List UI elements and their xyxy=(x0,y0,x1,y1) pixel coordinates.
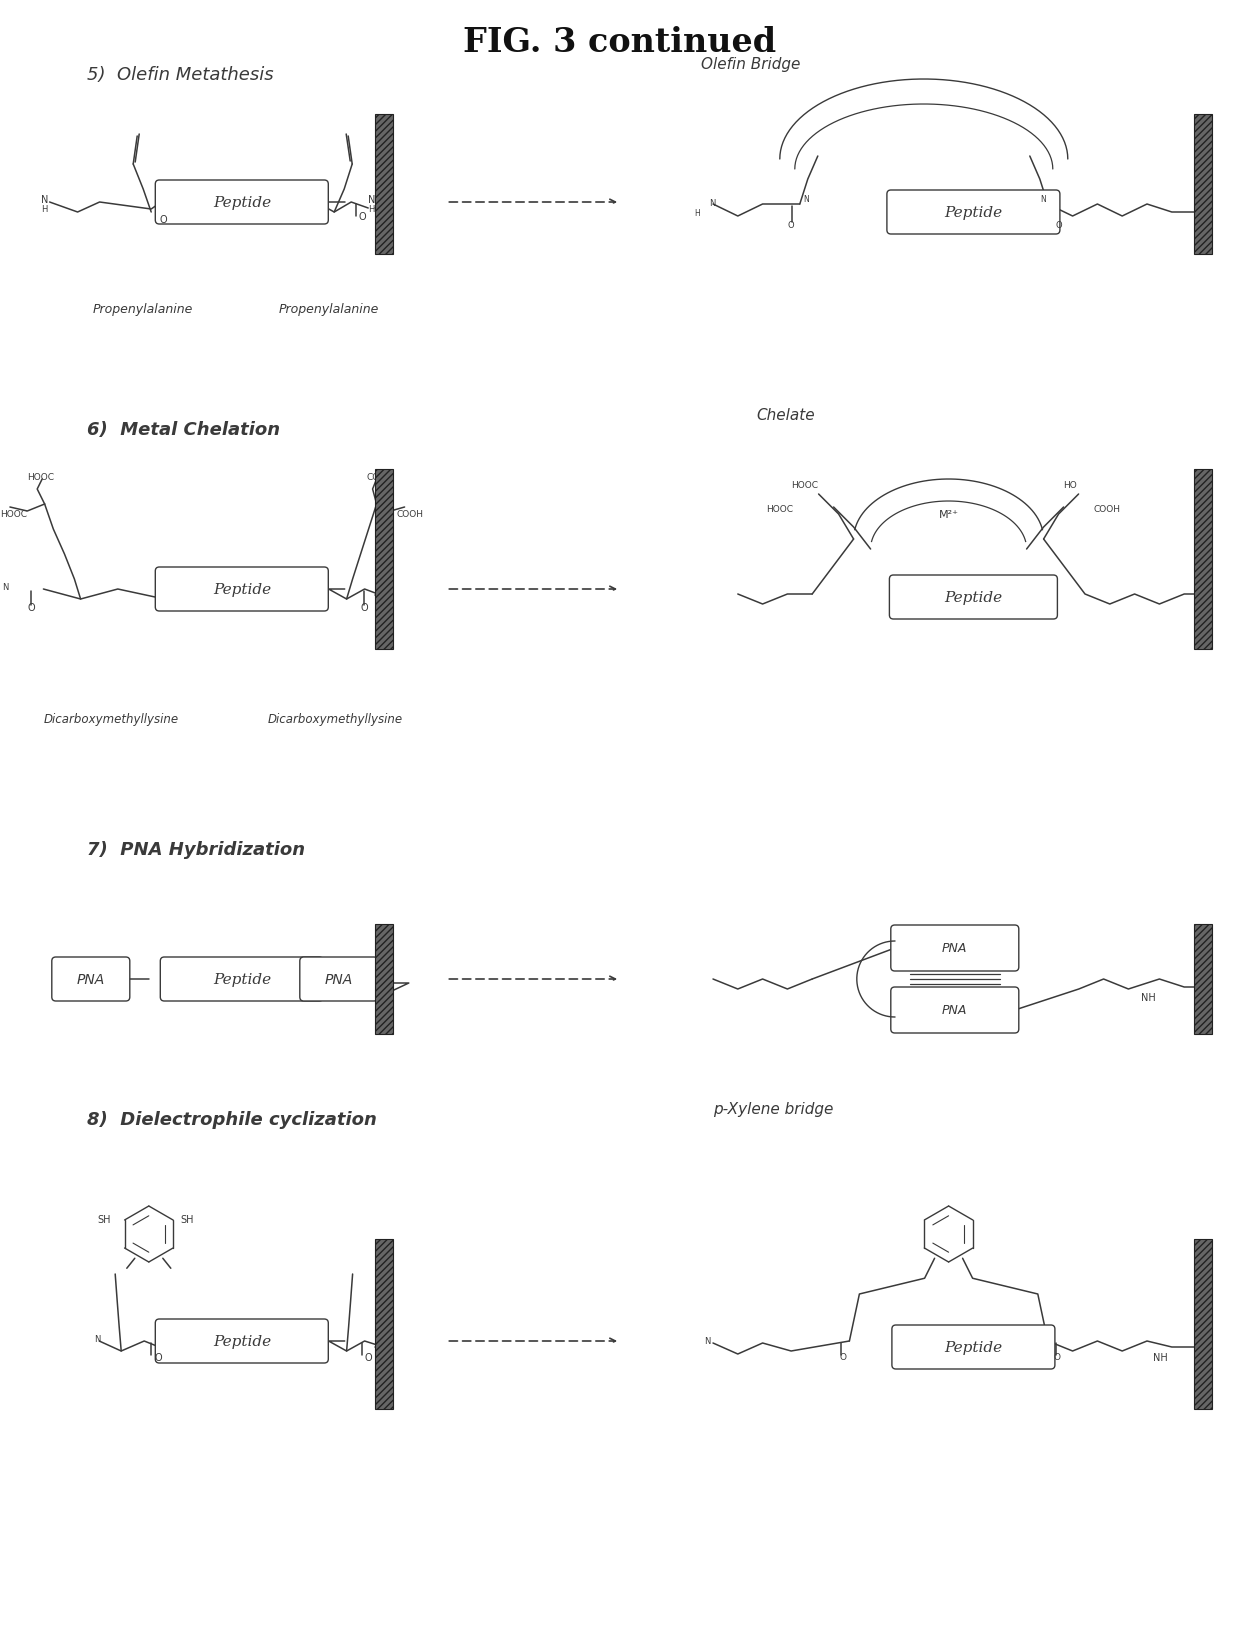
Text: Peptide: Peptide xyxy=(213,1335,270,1348)
Text: N: N xyxy=(41,194,48,204)
Bar xyxy=(376,925,393,1035)
Bar xyxy=(1194,925,1211,1035)
Text: HOOC: HOOC xyxy=(27,473,55,481)
FancyBboxPatch shape xyxy=(890,926,1019,971)
Text: COOH: COOH xyxy=(397,511,424,519)
Text: 6)  Metal Chelation: 6) Metal Chelation xyxy=(87,420,280,438)
Text: 5)  Olefin Metathesis: 5) Olefin Metathesis xyxy=(87,66,274,84)
Text: Peptide: Peptide xyxy=(213,583,270,597)
Bar xyxy=(376,1239,393,1409)
Text: HOOC: HOOC xyxy=(791,480,818,489)
Text: HO: HO xyxy=(1064,480,1078,489)
FancyBboxPatch shape xyxy=(887,191,1060,236)
Text: O: O xyxy=(358,213,366,222)
Text: Olefin Bridge: Olefin Bridge xyxy=(701,58,800,73)
Text: PNA: PNA xyxy=(325,972,353,987)
Bar xyxy=(1194,470,1211,649)
Text: Dicarboxymethyllysine: Dicarboxymethyllysine xyxy=(45,714,179,727)
Text: Peptide: Peptide xyxy=(945,1340,1002,1355)
Text: N: N xyxy=(704,1337,711,1346)
FancyBboxPatch shape xyxy=(155,567,329,611)
Text: O: O xyxy=(154,1351,162,1363)
Text: SH: SH xyxy=(97,1215,110,1224)
Text: H: H xyxy=(694,208,701,218)
Bar xyxy=(376,115,393,255)
Bar xyxy=(376,470,393,649)
FancyBboxPatch shape xyxy=(155,1318,329,1363)
Text: 7)  PNA Hybridization: 7) PNA Hybridization xyxy=(87,840,305,859)
Text: N: N xyxy=(383,1335,389,1343)
Text: Peptide: Peptide xyxy=(945,590,1002,605)
Text: N: N xyxy=(1040,194,1045,203)
Text: Propenylalanine: Propenylalanine xyxy=(93,303,192,316)
FancyBboxPatch shape xyxy=(300,957,378,1002)
Text: PNA: PNA xyxy=(942,1004,967,1017)
Text: O: O xyxy=(365,1351,372,1363)
Text: HOOC: HOOC xyxy=(0,511,27,519)
Text: Peptide: Peptide xyxy=(213,196,270,209)
Text: O: O xyxy=(160,214,167,224)
Text: NH: NH xyxy=(378,992,393,1002)
Text: H: H xyxy=(368,204,374,213)
Text: NH: NH xyxy=(1141,992,1156,1002)
FancyBboxPatch shape xyxy=(892,1325,1055,1369)
Text: Chelate: Chelate xyxy=(756,407,815,422)
Bar xyxy=(1194,1239,1211,1409)
Text: M²⁺: M²⁺ xyxy=(939,509,959,519)
Text: PNA: PNA xyxy=(77,972,105,987)
Text: Peptide: Peptide xyxy=(213,972,270,987)
Text: O: O xyxy=(27,603,35,613)
Text: O: O xyxy=(1054,1353,1060,1361)
Text: 8)  Dielectrophile cyclization: 8) Dielectrophile cyclization xyxy=(87,1111,377,1129)
Text: N: N xyxy=(94,1335,100,1343)
Text: HOOC: HOOC xyxy=(766,506,794,514)
Bar xyxy=(1194,115,1211,255)
Text: Propenylalanine: Propenylalanine xyxy=(279,303,378,316)
Text: O: O xyxy=(361,603,368,613)
Text: N: N xyxy=(2,583,9,592)
Text: N: N xyxy=(368,194,376,204)
Text: N: N xyxy=(802,194,808,203)
Text: NH: NH xyxy=(1153,1351,1168,1363)
Text: O: O xyxy=(787,221,795,229)
Text: SH: SH xyxy=(181,1215,195,1224)
FancyBboxPatch shape xyxy=(160,957,324,1002)
Text: N: N xyxy=(381,583,387,592)
Text: N: N xyxy=(709,198,715,208)
FancyBboxPatch shape xyxy=(52,957,130,1002)
Text: H: H xyxy=(41,204,48,213)
FancyBboxPatch shape xyxy=(890,987,1019,1033)
Text: Dicarboxymethyllysine: Dicarboxymethyllysine xyxy=(268,714,402,727)
FancyBboxPatch shape xyxy=(155,181,329,224)
Text: O: O xyxy=(1055,221,1063,229)
Text: COOH: COOH xyxy=(1094,506,1121,514)
Text: Peptide: Peptide xyxy=(945,206,1002,219)
Text: O: O xyxy=(839,1353,847,1361)
FancyBboxPatch shape xyxy=(889,575,1058,620)
Text: FIG. 3 continued: FIG. 3 continued xyxy=(464,25,776,58)
Text: p-Xylene bridge: p-Xylene bridge xyxy=(713,1103,833,1117)
Text: PNA: PNA xyxy=(942,943,967,954)
Text: COOH: COOH xyxy=(367,473,393,481)
